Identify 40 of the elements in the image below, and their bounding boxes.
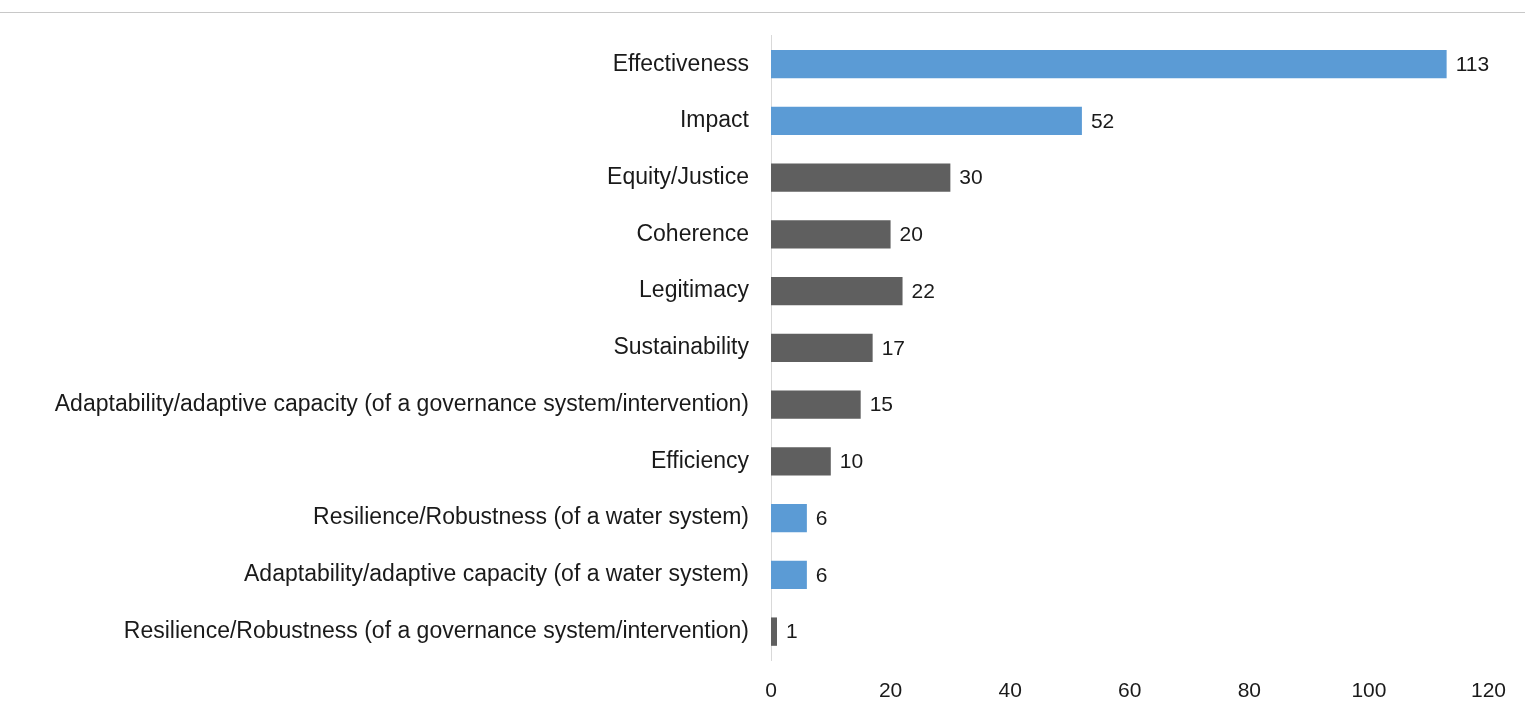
y-tick-label: Effectiveness: [612, 49, 749, 76]
x-tick-label: 0: [765, 678, 777, 702]
data-label: 1: [785, 619, 798, 643]
x-tick-label: 40: [998, 678, 1022, 702]
x-tick-label: 20: [878, 678, 903, 702]
data-label: 113: [1455, 51, 1490, 75]
bar: [771, 447, 831, 476]
x-tick-label: 80: [1237, 678, 1261, 702]
data-label: 6: [815, 562, 828, 586]
data-label: 22: [911, 278, 935, 302]
bar: [771, 503, 807, 533]
y-tick-label: Impact: [679, 106, 750, 133]
bar: [771, 617, 777, 646]
bar: [771, 163, 951, 192]
data-label: 15: [869, 392, 894, 416]
y-tick-label: Resilience/Robustness (of a water system): [313, 503, 749, 530]
bar: [771, 390, 861, 419]
bar: [771, 560, 807, 590]
x-tick-label: 120: [1470, 678, 1506, 702]
bar: [771, 220, 891, 249]
bar: [771, 276, 903, 306]
y-tick-label: Legitimacy: [639, 276, 750, 303]
data-label: 20: [899, 222, 923, 246]
data-label: 10: [839, 449, 864, 473]
y-tick-label: Equity/Justice: [607, 163, 749, 190]
y-tick-label: Sustainability: [613, 333, 750, 360]
x-tick-label: 60: [1118, 678, 1142, 702]
data-label: 6: [815, 505, 828, 529]
y-tick-label: Coherence: [636, 219, 749, 246]
y-tick-label: Resilience/Robustness (of a governance system/intervention): [123, 616, 749, 643]
y-tick-label: Adaptability/adaptive capacity (of a governance system/intervention): [54, 389, 749, 416]
data-label: 52: [1090, 108, 1115, 132]
bar: [771, 106, 1082, 136]
y-tick-label: Adaptability/adaptive capacity (of a water system): [244, 560, 749, 587]
x-tick-label: 100: [1351, 678, 1387, 702]
bar: [771, 333, 873, 363]
data-label: 17: [881, 335, 905, 359]
bar: [771, 49, 1447, 79]
y-tick-label: Efficiency: [650, 446, 750, 473]
data-label: 30: [959, 165, 983, 189]
